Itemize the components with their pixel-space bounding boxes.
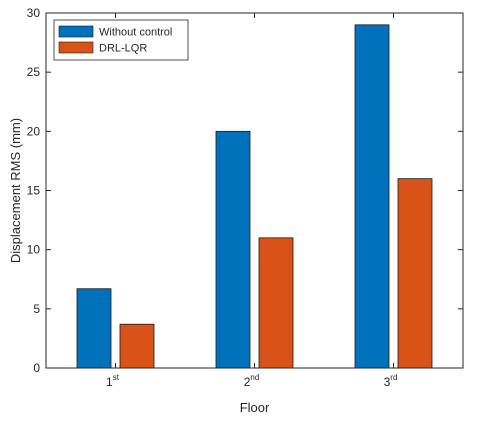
x-axis-title: Floor	[240, 400, 270, 415]
x-tick-label-3: 3rd	[384, 373, 398, 389]
x-tick-label-2: 2nd	[244, 373, 260, 389]
ticks-layer: 0 5 10 15 20 25 30 1st 2nd 3rd	[27, 6, 463, 389]
x-tick-label-1: 1st	[106, 373, 120, 389]
y-tick-label: 20	[27, 124, 41, 138]
bar-without-control-2	[215, 130, 251, 369]
y-tick-label: 10	[27, 243, 41, 257]
legend-swatch-1	[58, 25, 94, 38]
legend-label-1: Without control	[99, 27, 172, 39]
bar-without-control-1	[76, 288, 112, 369]
bar-without-control-3	[354, 24, 390, 369]
y-tick-label: 25	[27, 65, 41, 79]
y-tick-label: 0	[33, 361, 40, 375]
bar-drl-lqr-2	[258, 237, 294, 369]
y-tick-label: 5	[33, 302, 40, 316]
legend-swatch-2	[58, 41, 94, 54]
y-axis-title: Displacement RMS (mm)	[8, 118, 23, 263]
legend: Without control DRL-LQR	[53, 19, 189, 61]
bar-drl-lqr-1	[119, 323, 155, 369]
legend-label-2: DRL-LQR	[99, 43, 147, 55]
bar-drl-lqr-3	[397, 178, 433, 369]
bars-layer	[76, 24, 433, 369]
y-tick-label: 15	[27, 184, 41, 198]
y-tick-label: 30	[27, 6, 41, 20]
